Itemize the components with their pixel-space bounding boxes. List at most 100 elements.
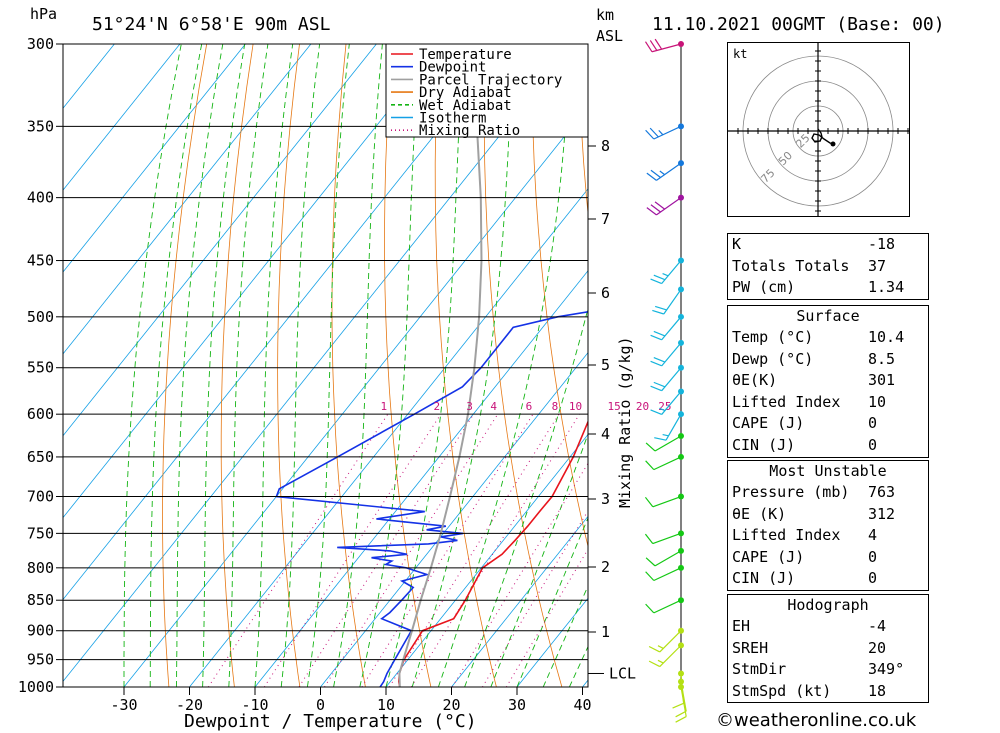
isotherm-line	[123, 106, 588, 687]
wind-barb-feather	[646, 207, 657, 216]
wind-barb-feather	[644, 41, 653, 53]
mixing-ratio-label: 4	[490, 400, 497, 413]
hodograph-trace	[811, 128, 834, 145]
stat-label: EH	[732, 617, 751, 635]
wet-adiabat-line	[306, 44, 350, 687]
wind-barb-staff	[653, 567, 682, 582]
mixing-ratio-line	[451, 462, 588, 687]
pressure-tick-label: 700	[27, 488, 54, 506]
height-unit-asl: ASL	[596, 27, 623, 45]
mixing-ratio-axis-label: Mixing Ratio (g/kg)	[616, 336, 634, 508]
dry-adiabat-line	[996, 44, 1000, 687]
mixing-ratio-line	[263, 413, 442, 687]
index-row: K -18	[728, 234, 928, 256]
wind-barb-feather	[653, 381, 666, 388]
isotherm-line	[63, 44, 508, 601]
stat-value: 4	[868, 526, 878, 545]
stat-row: Lifted Index 4	[728, 525, 928, 547]
wind-barb-feather	[654, 437, 667, 441]
height-unit: km	[596, 6, 614, 24]
wind-barb-feather	[662, 273, 669, 277]
wind-barb-feather	[672, 702, 684, 709]
pressure-tick-label: 1000	[18, 678, 54, 696]
stat-row: CAPE (J) 0	[728, 547, 928, 569]
isotherm-line	[63, 44, 246, 273]
dry-adiabat-line	[950, 44, 1000, 687]
wind-barb-staff	[656, 197, 682, 216]
legend-label: Wet Adiabat	[419, 98, 512, 114]
wind-barb-feather	[645, 603, 655, 614]
credit-text: ©weatheronline.co.uk	[716, 710, 917, 731]
wind-barb-feather	[645, 129, 655, 140]
wind-barb-feather	[659, 170, 665, 176]
hodograph-ring-label: 25	[793, 132, 812, 151]
stat-row: StmDir 349°	[728, 659, 928, 681]
wind-barbs	[644, 38, 687, 723]
stat-label: StmDir	[732, 660, 787, 679]
mixing-ratio-label: 10	[569, 400, 582, 413]
wind-barb-feather	[650, 278, 662, 285]
mixing-ratio-label: 3	[466, 400, 473, 413]
wind-barb-feather	[654, 38, 663, 50]
index-value: 1.34	[868, 278, 905, 297]
stat-label: Pressure (mb)	[732, 483, 850, 501]
lcl-label: LCL	[609, 664, 636, 682]
wind-barb-feather	[653, 330, 666, 337]
stat-label: θE (K)	[732, 504, 787, 523]
wind-barb-staff	[653, 599, 682, 614]
x-tick-label: 30	[508, 696, 526, 714]
wind-barb-feather	[675, 716, 687, 723]
index-label: Totals Totals	[732, 256, 850, 275]
stat-label: Temp (°C)	[732, 328, 814, 346]
legend-label: Parcel Trajectory	[419, 72, 562, 88]
wind-barb-staff	[654, 550, 682, 567]
dry-adiabat-line	[434, 44, 497, 687]
mixing-ratio-label: 20	[636, 400, 649, 413]
wind-barb-feather	[644, 496, 654, 508]
stat-label: Lifted Index	[732, 526, 841, 545]
mixing-ratio-line	[207, 413, 389, 687]
stat-row: θE(K) 301	[728, 370, 928, 392]
wind-barb-feather	[657, 645, 664, 649]
location-title: 51°24'N 6°58'E 90m ASL	[92, 14, 331, 35]
index-row: PW (cm) 1.34	[728, 277, 928, 299]
height-tick-label: 3	[601, 490, 610, 508]
stat-label: CIN (J)	[732, 569, 796, 588]
pressure-tick-label: 300	[27, 35, 54, 53]
mixing-ratio-line	[388, 413, 560, 687]
hodograph-stats-panel: Hodograph EH -4 SREH 20 StmDir 349° StmSpd (kt…	[727, 594, 929, 704]
x-axis-label: Dewpoint / Temperature (°C)	[184, 711, 477, 732]
pressure-tick-label: 550	[27, 359, 54, 377]
wind-barb-feather	[650, 334, 662, 341]
wind-barb-feather	[645, 442, 656, 452]
pressure-unit: hPa	[30, 5, 57, 23]
stat-value: 18	[868, 681, 887, 700]
stat-value: 763	[868, 483, 896, 501]
dry-adiabat-line	[531, 44, 588, 549]
hodograph-ring-label: 75	[758, 167, 777, 186]
wind-barb-feather	[650, 204, 661, 213]
mixing-ratio-label: 15	[608, 400, 621, 413]
index-row: Totals Totals 37	[728, 256, 928, 278]
wind-barb-staff	[652, 495, 682, 508]
legend-label: Isotherm	[419, 111, 486, 127]
wet-adiabat-line	[175, 44, 224, 687]
wind-barb-staff	[653, 125, 682, 140]
stat-value: 10	[868, 392, 887, 411]
surface-panel: Surface Temp (°C) 10.4 Dewp (°C) 8.5 θE(K) 30…	[727, 305, 929, 458]
wind-barb-staff	[654, 435, 682, 452]
isotherm-line	[385, 433, 588, 687]
wind-barb-feather	[648, 645, 661, 653]
wind-barb-feather	[675, 710, 687, 718]
stat-label: Lifted Index	[732, 392, 841, 411]
wind-barb-feather	[644, 533, 654, 544]
wind-barb-feather	[650, 360, 662, 367]
mixing-ratio-label: 8	[552, 400, 559, 413]
stat-value: 0	[868, 569, 878, 588]
wet-adiabat-line	[490, 432, 588, 687]
isotherm-line	[63, 44, 115, 109]
stat-row: EH -4	[728, 616, 928, 638]
legend-label: Mixing Ratio	[419, 123, 520, 139]
stat-value: 349°	[868, 660, 905, 679]
